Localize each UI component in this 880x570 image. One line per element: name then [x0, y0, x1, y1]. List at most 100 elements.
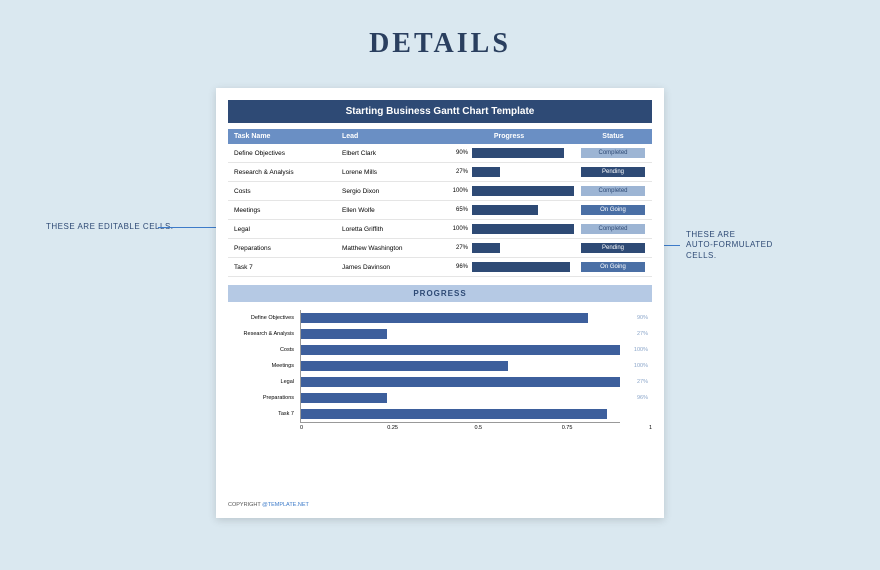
cell-status: On Going [574, 205, 652, 215]
annotation-editable: THESE ARE EDITABLE CELLS. [46, 222, 174, 231]
cell-lead[interactable]: Sergio Dixon [336, 188, 444, 195]
chart-pct: 27% [620, 374, 652, 390]
chart-axis: 00.250.50.751 [300, 423, 652, 431]
progress-chart: Define ObjectivesResearch & AnalysisCost… [228, 310, 652, 423]
chart-bar-row [301, 310, 620, 326]
progress-bar [472, 167, 500, 177]
cell-progress: 100% [444, 186, 574, 196]
progress-bar [472, 148, 564, 158]
chart-pct-labels: 90%27%100%100%27%96% [620, 310, 652, 423]
chart-label: Legal [228, 374, 300, 390]
cell-progress: 27% [444, 167, 574, 177]
chart-label: Preparations [228, 390, 300, 406]
axis-tick: 0.75 [562, 425, 649, 431]
cell-status: Pending [574, 243, 652, 253]
cell-lead[interactable]: Matthew Washington [336, 245, 444, 252]
table-row[interactable]: Define ObjectivesElbert Clark90% Complete… [228, 144, 652, 163]
table-row[interactable]: CostsSergio Dixon100% Completed [228, 182, 652, 201]
page-title: DETAILS [0, 0, 880, 60]
table-row[interactable]: LegalLoretta Griffith100%Completed [228, 220, 652, 239]
cell-lead[interactable]: Lorene Mills [336, 169, 444, 176]
sheet-title: Starting Business Gantt Chart Template [228, 100, 652, 123]
table-body: Define ObjectivesElbert Clark90% Complete… [228, 144, 652, 277]
cell-progress: 27% [444, 243, 574, 253]
progress-pct: 96% [444, 264, 470, 270]
cell-progress: 65% [444, 205, 574, 215]
chart-bar [301, 393, 387, 403]
progress-header: PROGRESS [228, 285, 652, 302]
chart-pct: 90% [620, 310, 652, 326]
table-row[interactable]: MeetingsEllen Wolfe65% On Going [228, 201, 652, 220]
cell-lead[interactable]: Ellen Wolfe [336, 207, 444, 214]
chart-pct: 27% [620, 326, 652, 342]
chart-bar [301, 409, 607, 419]
table-row[interactable]: Research & AnalysisLorene Mills27% Pendin… [228, 163, 652, 182]
col-header-task: Task Name [228, 129, 336, 144]
col-header-status: Status [574, 129, 652, 144]
chart-pct [620, 406, 652, 422]
cell-progress: 100% [444, 224, 574, 234]
axis-tick: 1 [649, 425, 652, 431]
cell-status: On Going [574, 262, 652, 272]
cell-status: Completed [574, 186, 652, 196]
status-badge: Completed [581, 148, 645, 158]
progress-bar [472, 205, 538, 215]
chart-bar [301, 313, 588, 323]
chart-bar-row [301, 374, 620, 390]
status-badge: Pending [581, 167, 645, 177]
chart-bars [300, 310, 620, 423]
axis-tick: 0.5 [474, 425, 561, 431]
status-badge: Completed [581, 186, 645, 196]
chart-bar-row [301, 326, 620, 342]
chart-bar-row [301, 406, 620, 422]
chart-pct: 100% [620, 358, 652, 374]
chart-pct: 100% [620, 342, 652, 358]
copyright-label: COPYRIGHT [228, 502, 261, 508]
chart-labels: Define ObjectivesResearch & AnalysisCost… [228, 310, 300, 423]
progress-bar [472, 243, 500, 253]
cell-task[interactable]: Research & Analysis [228, 169, 336, 176]
progress-pct: 65% [444, 207, 470, 213]
table-row[interactable]: Task 7James Davinson96% On Going [228, 258, 652, 277]
cell-lead[interactable]: Elbert Clark [336, 150, 444, 157]
status-badge: On Going [581, 262, 645, 272]
progress-bar [472, 186, 574, 196]
cell-task[interactable]: Task 7 [228, 264, 336, 271]
cell-task[interactable]: Costs [228, 188, 336, 195]
chart-label: Meetings [228, 358, 300, 374]
cell-lead[interactable]: James Davinson [336, 264, 444, 271]
progress-bar [472, 262, 570, 272]
status-badge: On Going [581, 205, 645, 215]
cell-task[interactable]: Preparations [228, 245, 336, 252]
chart-bar [301, 329, 387, 339]
progress-pct: 90% [444, 150, 470, 156]
table-header: Task Name Lead Progress Status [228, 129, 652, 144]
copyright: COPYRIGHT @TEMPLATE.NET [228, 502, 309, 508]
chart-label: Define Objectives [228, 310, 300, 326]
cell-progress: 90% [444, 148, 574, 158]
chart-bar [301, 361, 508, 371]
template-card: Starting Business Gantt Chart Template T… [216, 88, 664, 518]
progress-pct: 100% [444, 226, 470, 232]
cell-task[interactable]: Define Objectives [228, 150, 336, 157]
progress-pct: 27% [444, 169, 470, 175]
progress-pct: 27% [444, 245, 470, 251]
table-row[interactable]: PreparationsMatthew Washington27% Pending [228, 239, 652, 258]
chart-bar-row [301, 390, 620, 406]
chart-label: Task 7 [228, 406, 300, 422]
cell-progress: 96% [444, 262, 574, 272]
chart-label: Research & Analysis [228, 326, 300, 342]
annotation-auto: THESE AREAUTO-FORMULATED CELLS. [686, 230, 806, 261]
col-header-progress: Progress [444, 129, 574, 144]
cell-lead[interactable]: Loretta Griffith [336, 226, 444, 233]
progress-bar [472, 224, 574, 234]
cell-task[interactable]: Meetings [228, 207, 336, 214]
cell-task[interactable]: Legal [228, 226, 336, 233]
copyright-link[interactable]: @TEMPLATE.NET [262, 502, 309, 508]
progress-pct: 100% [444, 188, 470, 194]
chart-bar [301, 345, 620, 355]
col-header-lead: Lead [336, 129, 444, 144]
axis-tick: 0.25 [387, 425, 474, 431]
axis-tick: 0 [300, 425, 387, 431]
chart-bar-row [301, 358, 620, 374]
